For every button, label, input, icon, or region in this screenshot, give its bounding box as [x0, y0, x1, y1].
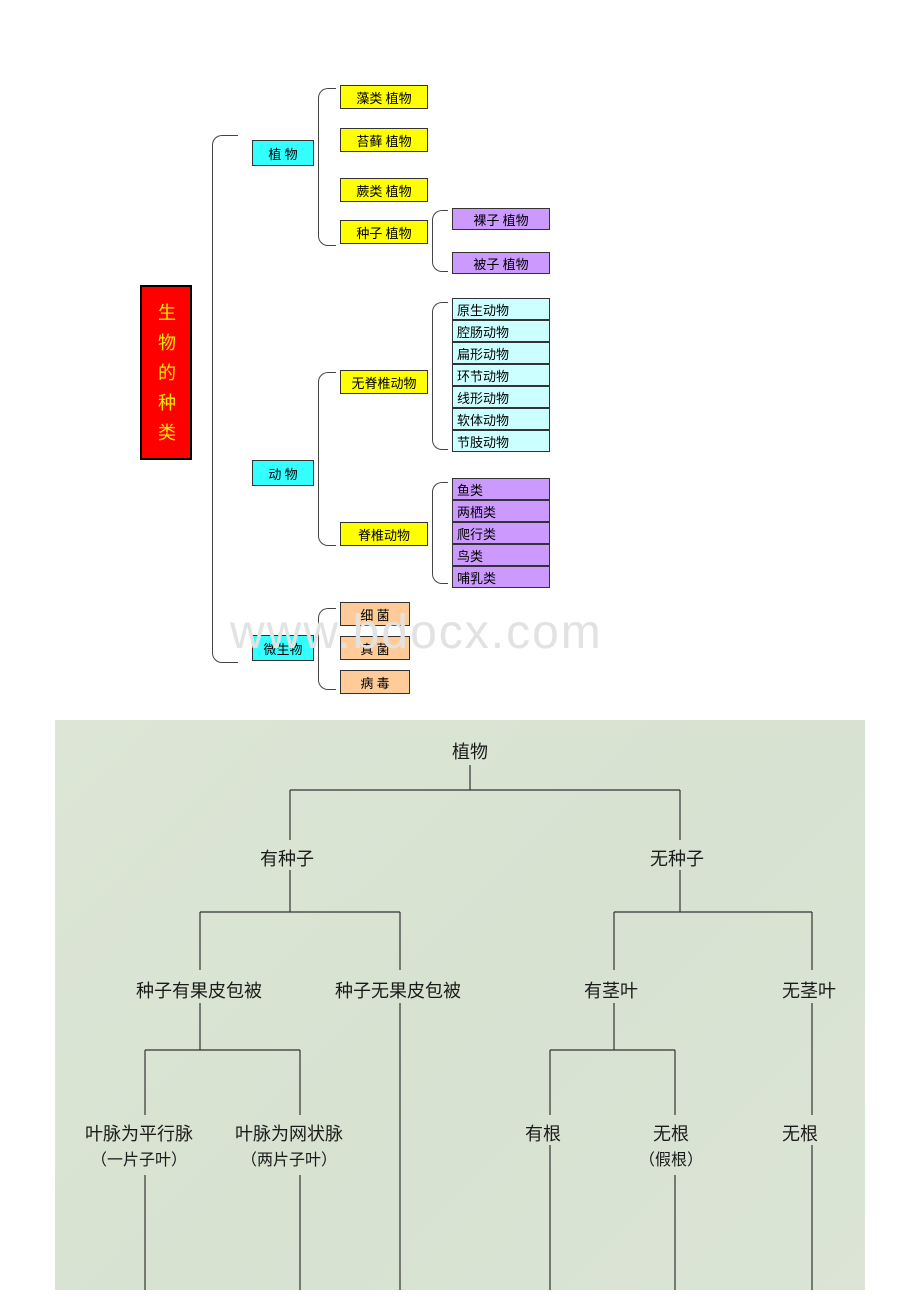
d2-l3b-sub: （两片子叶）: [235, 1146, 343, 1170]
bracket-root: [212, 135, 238, 663]
node-arthropod: 节肢动物: [452, 430, 550, 452]
d2-l2b: 种子无果皮包被: [335, 977, 461, 1003]
d2-l3d-label: 无根: [653, 1124, 689, 1144]
node-bacteria: 细 菌: [340, 602, 410, 626]
node-plant: 植 物: [252, 140, 314, 166]
node-microbe: 微生物: [252, 635, 314, 661]
d2-l2d: 无茎叶: [782, 977, 836, 1003]
node-virus: 病 毒: [340, 670, 410, 694]
d2-l1b: 无种子: [650, 845, 704, 871]
d2-l3a-sub: （一片子叶）: [85, 1146, 193, 1170]
node-nematode: 线形动物: [452, 386, 550, 408]
node-algae: 藻类 植物: [340, 85, 428, 109]
d2-root: 植物: [452, 738, 488, 764]
node-reptile: 爬行类: [452, 522, 550, 544]
node-annelid: 环节动物: [452, 364, 550, 386]
node-angiosperm: 被子 植物: [452, 252, 550, 274]
tree-lines: [55, 720, 865, 1290]
d2-l3a-label: 叶脉为平行脉: [85, 1124, 193, 1144]
node-fern: 蕨类 植物: [340, 178, 428, 202]
node-invertebrate: 无脊椎动物: [340, 370, 428, 394]
node-vertebrate: 脊椎动物: [340, 522, 428, 546]
node-moss: 苔藓 植物: [340, 128, 428, 152]
d2-l2c: 有茎叶: [584, 977, 638, 1003]
bracket-vert: [432, 482, 448, 584]
bracket-animal: [318, 372, 336, 546]
d2-l3d: 无根 （假根）: [639, 1120, 703, 1170]
node-fungi: 真 菌: [340, 636, 410, 660]
d2-l3b-label: 叶脉为网状脉: [235, 1124, 343, 1144]
node-mammal: 哺乳类: [452, 566, 550, 588]
d2-l3c: 有根: [525, 1120, 561, 1146]
page: 生物的种类 植 物 动 物 微生物 藻类 植物 苔藓 植物 蕨类 植物 种子 植…: [0, 0, 920, 1302]
bracket-plant: [318, 88, 336, 246]
d2-l3a: 叶脉为平行脉 （一片子叶）: [85, 1120, 193, 1170]
node-amphibian: 两栖类: [452, 500, 550, 522]
node-bird: 鸟类: [452, 544, 550, 566]
bracket-microbe: [318, 608, 336, 690]
node-fish: 鱼类: [452, 478, 550, 500]
node-animal: 动 物: [252, 460, 314, 486]
d2-l1a: 有种子: [260, 845, 314, 871]
node-mollusk: 软体动物: [452, 408, 550, 430]
node-protozoa: 原生动物: [452, 298, 550, 320]
d2-l3b: 叶脉为网状脉 （两片子叶）: [235, 1120, 343, 1170]
d2-l2a: 种子有果皮包被: [136, 977, 262, 1003]
bracket-seed: [432, 210, 448, 272]
bracket-invert: [432, 302, 448, 450]
node-seed: 种子 植物: [340, 220, 428, 244]
node-flatworm: 扁形动物: [452, 342, 550, 364]
node-gymnosperm: 裸子 植物: [452, 208, 550, 230]
diagram-biology-classification: 生物的种类 植 物 动 物 微生物 藻类 植物 苔藓 植物 蕨类 植物 种子 植…: [140, 80, 820, 690]
diagram-plant-dichotomous-key: 植物 有种子 无种子 种子有果皮包被 种子无果皮包被 有茎叶 无茎叶 叶脉为平行…: [55, 720, 865, 1290]
d2-l3e: 无根: [782, 1120, 818, 1146]
d2-l3d-sub: （假根）: [639, 1146, 703, 1170]
node-root: 生物的种类: [140, 285, 192, 460]
node-coelenter: 腔肠动物: [452, 320, 550, 342]
